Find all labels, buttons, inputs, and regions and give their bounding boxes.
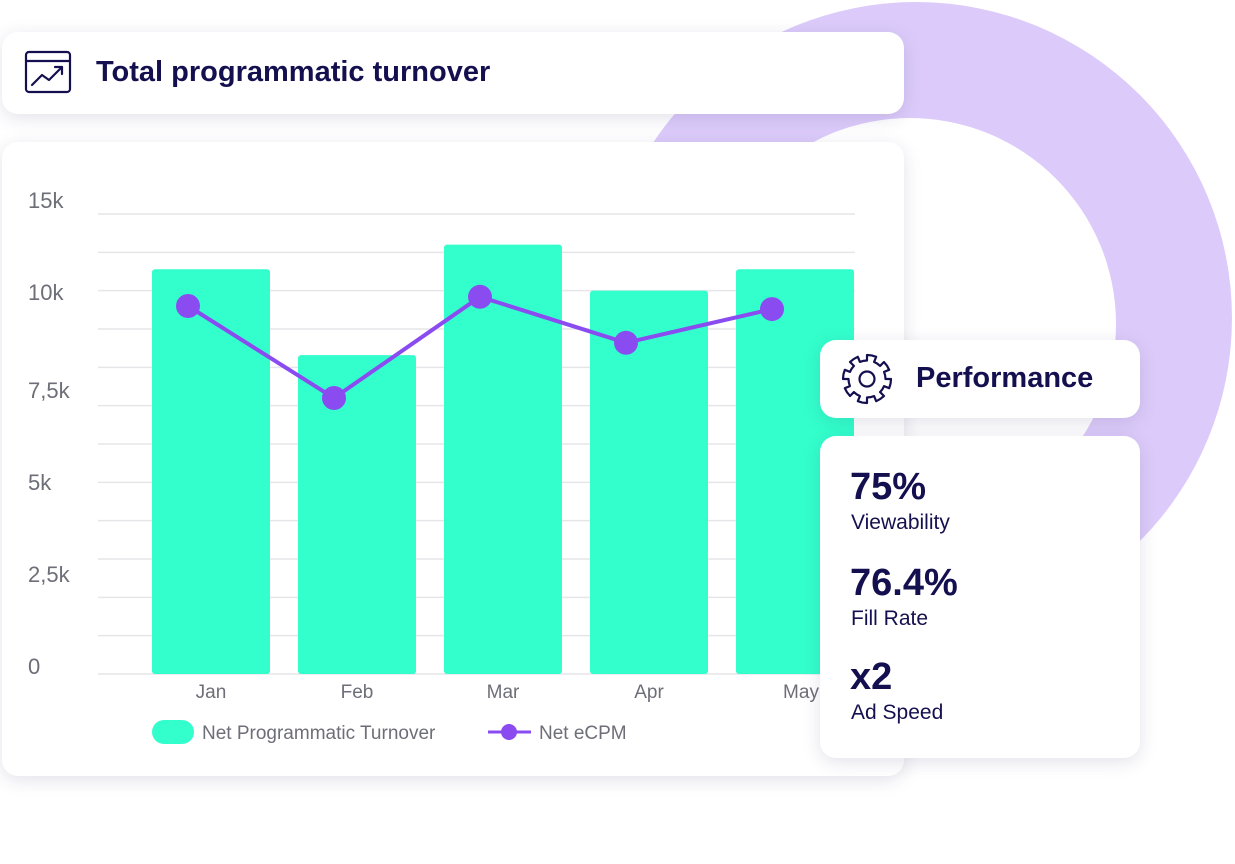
x-tick-label: Mar [487, 682, 520, 703]
metric-label-viewability: Viewability [851, 511, 950, 534]
y-tick-label: 7,5k [28, 378, 71, 403]
performance-header-card [820, 340, 1140, 418]
x-tick-label: Feb [341, 682, 374, 703]
metrics-card [820, 436, 1140, 758]
x-tick-label: Apr [634, 682, 664, 703]
chart: 0 2,5k 5k 7,5k 10k 15k Jan Feb Mar Apr May Net Prog… [28, 188, 855, 744]
bar [590, 290, 708, 674]
y-tick-label: 0 [28, 654, 40, 679]
metric-value-ad-speed: x2 [850, 656, 893, 698]
metric-label-ad-speed: Ad Speed [851, 701, 944, 724]
bar [152, 269, 270, 674]
trending-chart-icon [24, 50, 72, 94]
gear-icon [841, 353, 893, 405]
bar [298, 355, 416, 674]
x-tick-label: Jan [196, 682, 227, 703]
bar [444, 244, 562, 674]
series-point [322, 386, 346, 410]
series-point [760, 297, 784, 322]
title-card [2, 32, 904, 114]
x-tick-label: May [783, 682, 819, 703]
metric-value-fill-rate: 76.4% [850, 562, 958, 604]
y-tick-label: 5k [28, 470, 52, 495]
legend-label: Net Programmatic Turnover [202, 723, 436, 744]
legend-swatch-bar [152, 720, 194, 744]
legend-label: Net eCPM [539, 723, 627, 744]
page-title: Total programmatic turnover [96, 56, 491, 88]
series-point [468, 284, 492, 309]
series-point [176, 294, 200, 318]
y-tick-label: 15k [28, 188, 64, 213]
metric-value-viewability: 75% [850, 466, 927, 508]
y-tick-label: 2,5k [28, 562, 71, 587]
performance-title: Performance [916, 362, 1094, 394]
metric-label-fill-rate: Fill Rate [851, 607, 929, 630]
y-tick-label: 10k [28, 280, 64, 305]
legend-swatch-point [501, 724, 517, 740]
series-point [614, 330, 638, 355]
